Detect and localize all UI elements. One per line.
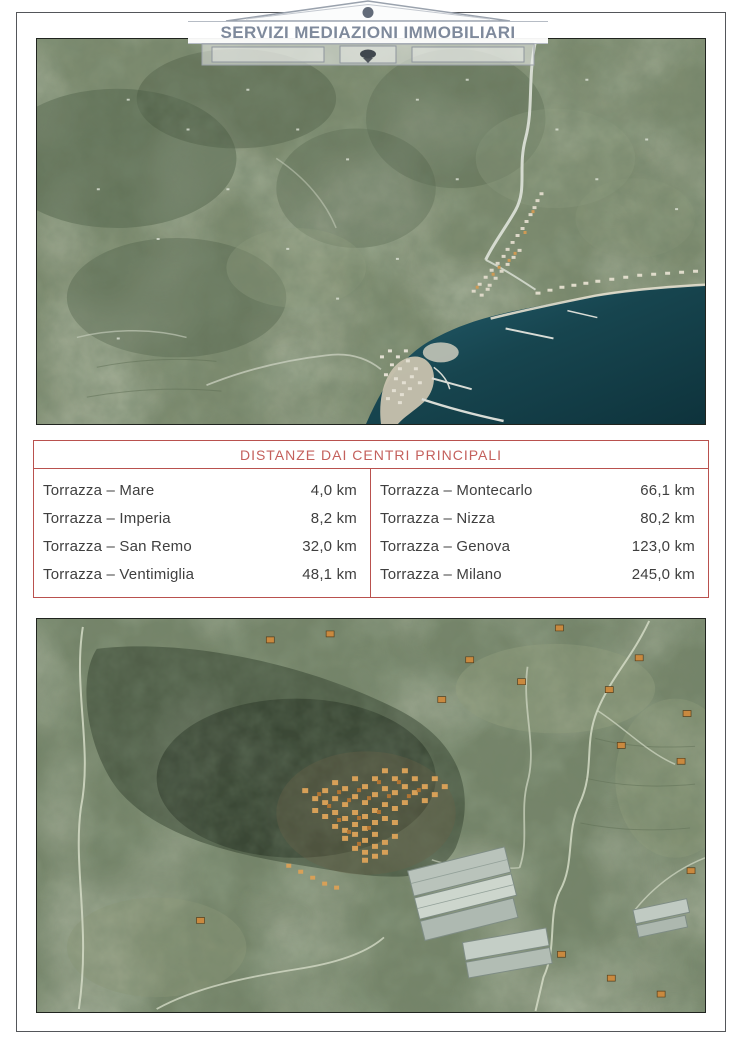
table-row: Torrazza – Montecarlo 66,1 km — [371, 476, 708, 504]
logo-text: SERVIZI MEDIAZIONI IMMOBILIARI — [220, 23, 515, 42]
distance-value: 245,0 km — [631, 565, 695, 583]
sea — [366, 284, 705, 424]
distance-value: 123,0 km — [631, 537, 695, 555]
distance-label: Torrazza – Nizza — [380, 509, 495, 527]
agency-logo-graphic: SERVIZI MEDIAZIONI IMMOBILIARI — [188, 0, 548, 66]
table-row: Torrazza – Genova 123,0 km — [371, 532, 708, 560]
distances-column-left: Torrazza – Mare 4,0 km Torrazza – Imperi… — [34, 469, 370, 597]
distance-label: Torrazza – San Remo — [43, 537, 192, 555]
satellite-map-overview — [36, 38, 706, 425]
table-row: Torrazza – San Remo 32,0 km — [34, 532, 370, 560]
distance-value: 8,2 km — [310, 509, 357, 527]
distances-table-title: DISTANZE DAI CENTRI PRINCIPALI — [34, 441, 708, 469]
table-row: Torrazza – Mare 4,0 km — [34, 476, 370, 504]
village-cluster — [276, 751, 456, 890]
distance-value: 66,1 km — [640, 481, 695, 499]
agency-logo: SERVIZI MEDIAZIONI IMMOBILIARI — [188, 0, 548, 70]
greenhouses — [407, 846, 691, 979]
table-row: Torrazza – Milano 245,0 km — [371, 560, 708, 588]
distances-table-body: Torrazza – Mare 4,0 km Torrazza – Imperi… — [34, 469, 708, 597]
table-row: Torrazza – Imperia 8,2 km — [34, 504, 370, 532]
roads — [77, 620, 705, 1012]
scattered-houses — [196, 624, 696, 998]
distance-value: 4,0 km — [310, 481, 357, 499]
logo-base-icon — [201, 43, 535, 66]
logo-circle-icon — [362, 7, 374, 18]
distance-label: Torrazza – Ventimiglia — [43, 565, 195, 583]
distances-table: DISTANZE DAI CENTRI PRINCIPALI Torrazza … — [33, 440, 709, 598]
distance-value: 32,0 km — [302, 537, 357, 555]
harbour-piers — [421, 309, 598, 423]
distances-column-right: Torrazza – Montecarlo 66,1 km Torrazza –… — [370, 469, 708, 597]
distance-label: Torrazza – Genova — [380, 537, 511, 555]
table-row: Torrazza – Ventimiglia 48,1 km — [34, 560, 370, 588]
satellite-map-detail — [36, 618, 706, 1013]
distance-label: Torrazza – Imperia — [43, 509, 171, 527]
distance-label: Torrazza – Montecarlo — [380, 481, 533, 499]
distance-value: 48,1 km — [302, 565, 357, 583]
promontory — [380, 356, 434, 424]
table-row: Torrazza – Nizza 80,2 km — [371, 504, 708, 532]
distance-value: 80,2 km — [640, 509, 695, 527]
distance-label: Torrazza – Mare — [43, 481, 155, 499]
distance-label: Torrazza – Milano — [380, 565, 502, 583]
